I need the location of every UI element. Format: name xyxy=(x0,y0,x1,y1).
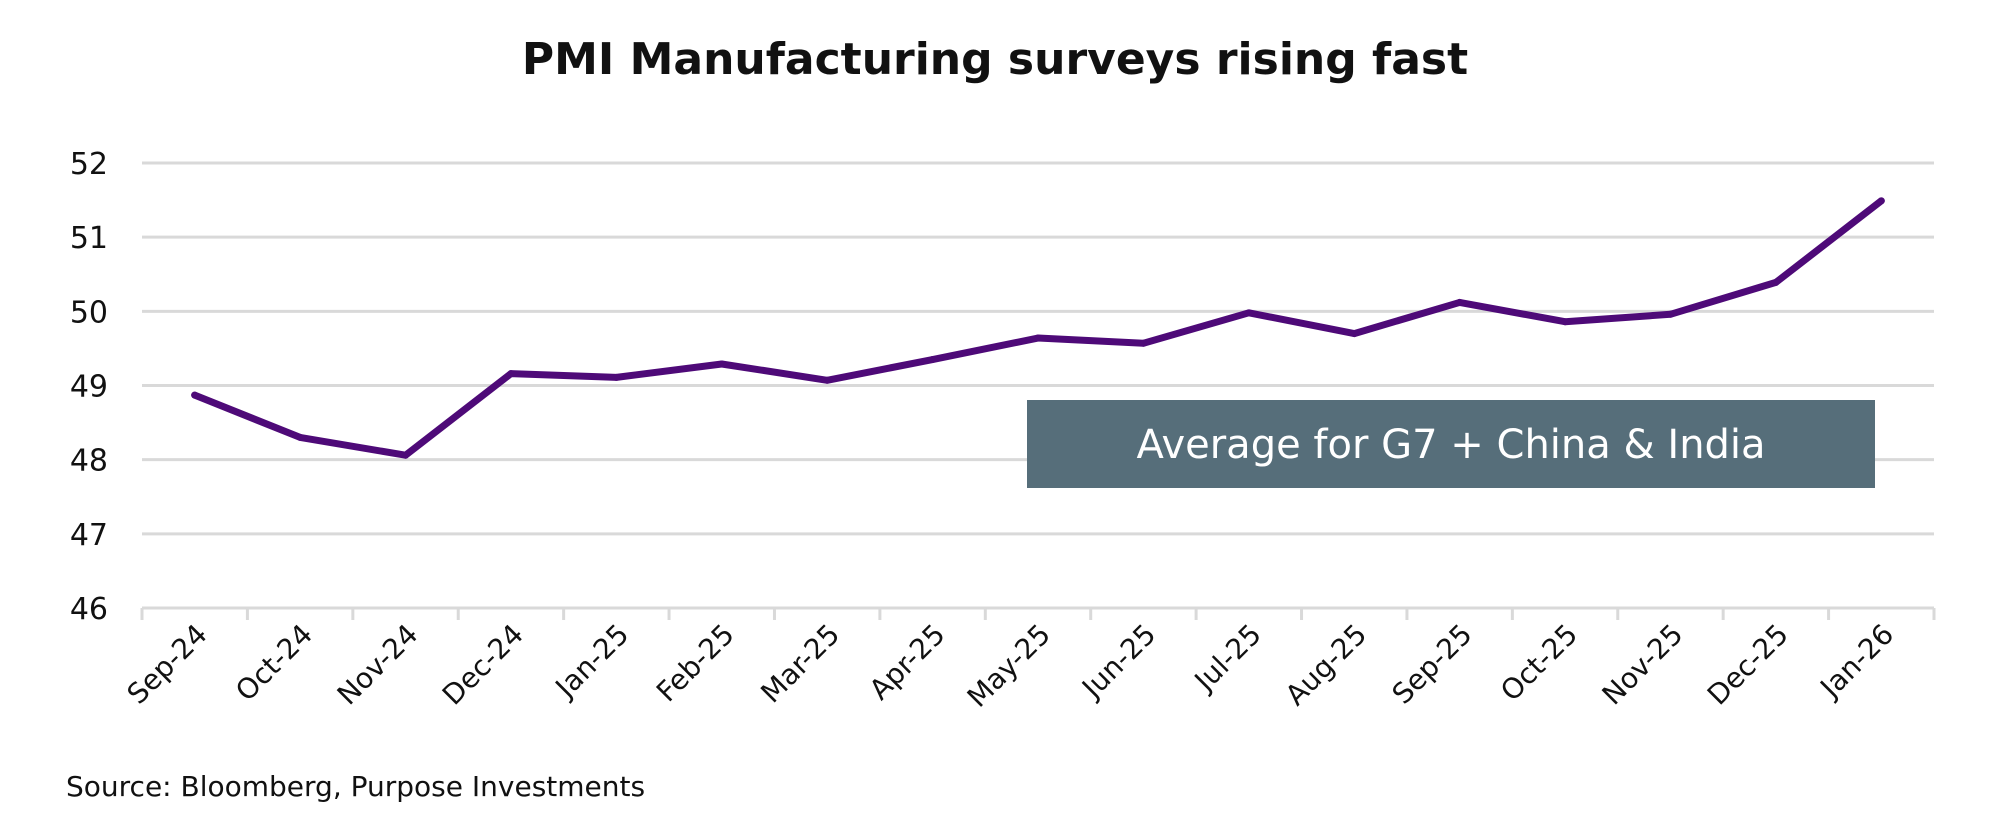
y-tick-label: 47 xyxy=(70,518,108,553)
y-tick-label: 51 xyxy=(70,221,108,256)
data-point xyxy=(296,433,304,441)
data-point xyxy=(1139,339,1147,347)
x-tick-label: Nov-25 xyxy=(1596,618,1690,712)
x-tick-label: Mar-25 xyxy=(754,618,846,710)
x-tick-label: Aug-25 xyxy=(1279,618,1373,712)
x-tick-label: Oct-24 xyxy=(229,618,319,708)
x-tick-label: Dec-24 xyxy=(436,618,530,712)
data-point xyxy=(402,451,410,459)
y-tick-label: 50 xyxy=(70,295,108,330)
data-point xyxy=(823,376,831,384)
data-point xyxy=(1561,318,1569,326)
data-point xyxy=(1034,334,1042,342)
data-point xyxy=(1245,309,1253,317)
data-point xyxy=(1666,310,1674,318)
data-point xyxy=(1456,298,1464,306)
x-tick-label: Apr-25 xyxy=(863,618,952,707)
x-tick-label: Dec-25 xyxy=(1701,618,1795,712)
data-point xyxy=(1877,197,1885,205)
y-tick-label: 52 xyxy=(70,147,108,182)
x-tick-label: Feb-25 xyxy=(650,618,741,709)
data-point xyxy=(191,391,199,399)
data-point xyxy=(1772,278,1780,286)
x-tick-label: May-25 xyxy=(961,618,1057,714)
data-point xyxy=(718,360,726,368)
annotation-box xyxy=(1027,400,1875,488)
x-tick-label: Oct-25 xyxy=(1494,618,1584,708)
source-note: Source: Bloomberg, Purpose Investments xyxy=(66,770,646,803)
y-tick-label: 48 xyxy=(70,444,108,479)
data-point xyxy=(612,373,620,381)
x-tick-label: Jul-25 xyxy=(1187,618,1268,699)
y-tick-label: 46 xyxy=(70,592,108,627)
x-tick-label: Sep-25 xyxy=(1386,618,1479,711)
data-point xyxy=(929,356,937,364)
chart-title: PMI Manufacturing surveys rising fast xyxy=(521,34,1469,85)
data-point xyxy=(1350,330,1358,338)
annotation-text: Average for G7 + China & India xyxy=(1136,422,1765,468)
y-tick-label: 49 xyxy=(70,370,108,405)
x-tick-label: Sep-24 xyxy=(121,618,214,711)
x-tick-label: Jun-25 xyxy=(1074,618,1162,706)
x-tick-label: Jan-26 xyxy=(1813,618,1901,706)
x-tick-label: Nov-24 xyxy=(331,618,425,712)
data-point xyxy=(507,370,515,378)
x-tick-label: Jan-25 xyxy=(548,618,636,706)
